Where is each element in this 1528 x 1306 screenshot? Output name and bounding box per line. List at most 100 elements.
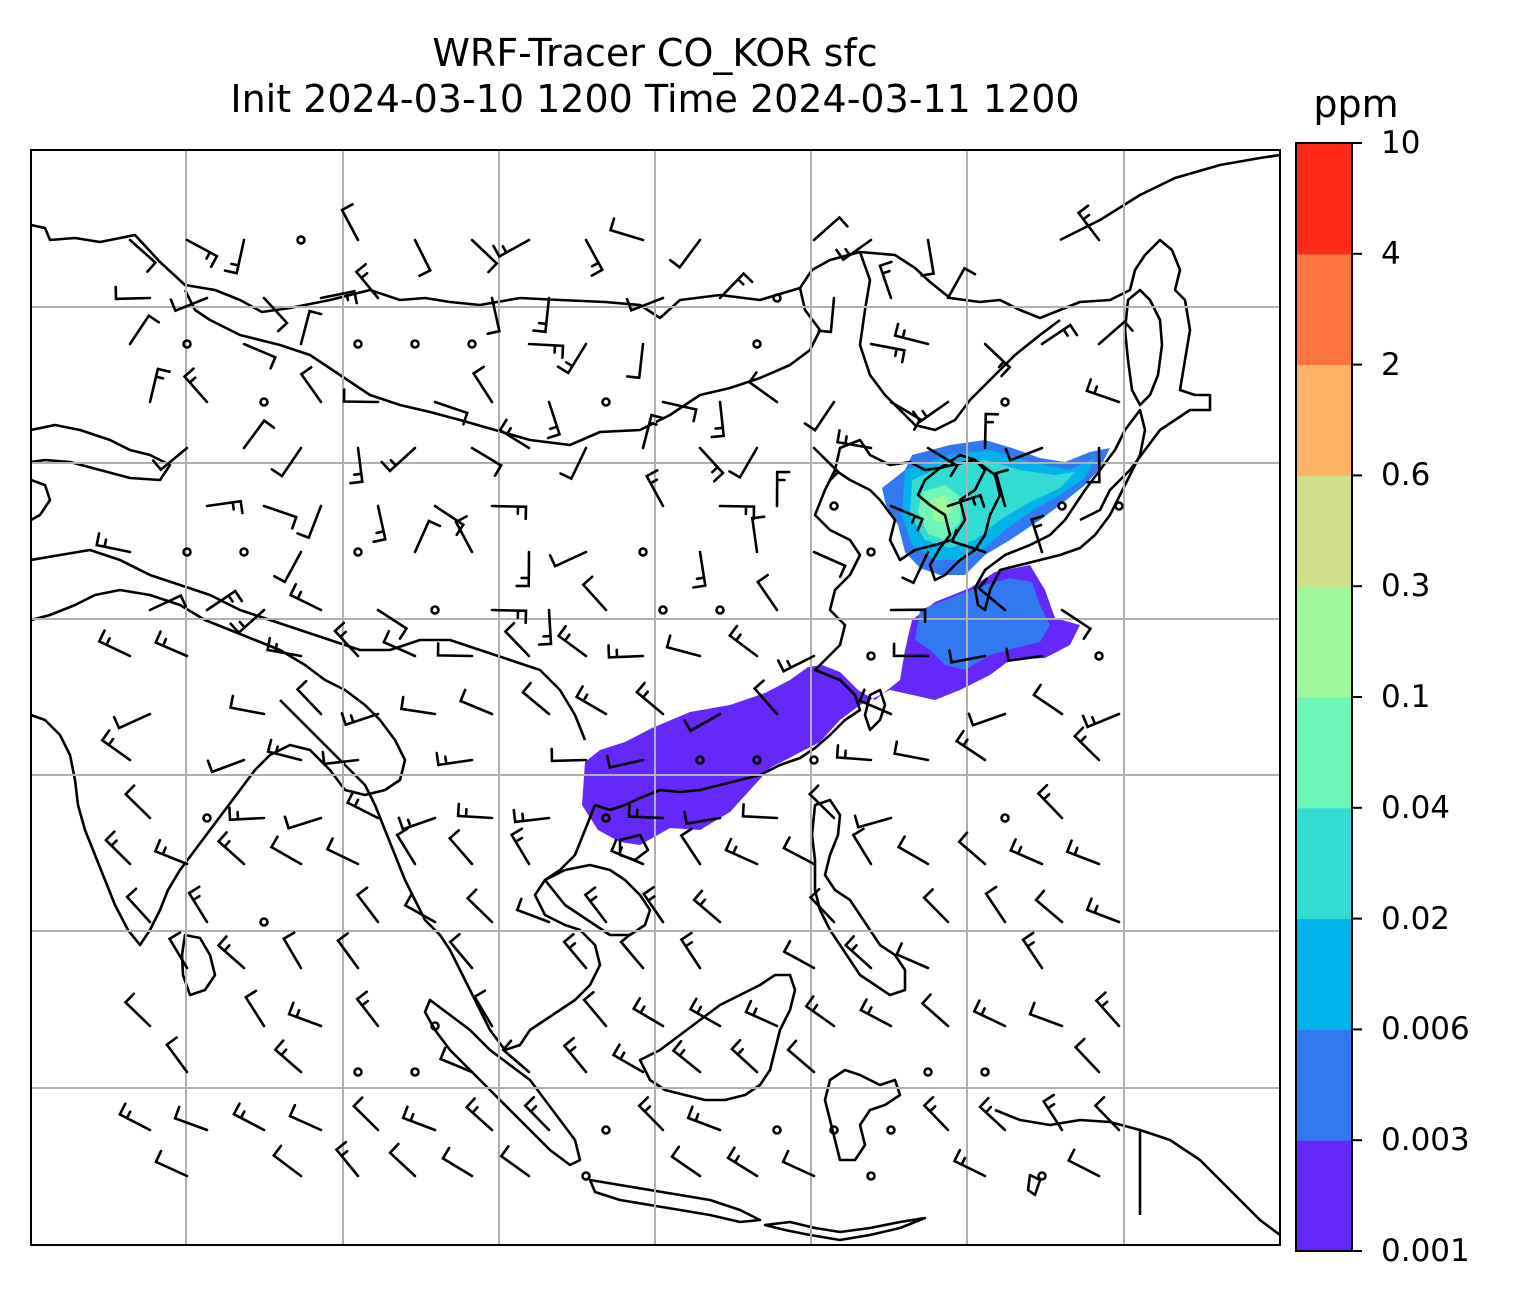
wind-barb — [901, 550, 930, 585]
wind-barb — [282, 931, 303, 970]
wind-barb — [1073, 1037, 1101, 1074]
colorbar-unit-label: ppm — [1313, 82, 1399, 126]
wind-barb — [895, 942, 930, 970]
coastline-china-manchuria — [858, 251, 1061, 432]
wind-barb — [611, 1043, 645, 1074]
wind-barb — [262, 504, 298, 530]
coastline-sulawesi — [823, 1068, 902, 1162]
wind-barb — [205, 589, 244, 612]
coastline-sumatra — [423, 998, 582, 1167]
wind-barb — [1040, 323, 1079, 346]
wind-barb — [1076, 204, 1101, 242]
wind-barb — [1072, 726, 1101, 762]
wind-barb — [492, 238, 531, 259]
calm-wind-marker — [1000, 397, 1010, 407]
wind-barb — [1066, 1148, 1101, 1178]
wind-barb — [185, 238, 219, 268]
calm-wind-marker — [353, 339, 363, 349]
wind-barb — [803, 400, 836, 433]
calm-wind-marker — [866, 547, 876, 557]
wind-barb — [464, 1097, 494, 1132]
wind-barb — [288, 1103, 323, 1132]
wind-barb — [470, 238, 499, 274]
colorbar-tick-label: 0.02 — [1381, 900, 1451, 937]
calm-wind-marker — [182, 547, 192, 557]
wind-barb — [355, 990, 380, 1028]
wind-barb — [112, 712, 152, 730]
wind-barb — [920, 238, 936, 277]
wind-barb — [435, 751, 474, 767]
wind-barb — [413, 238, 432, 278]
wind-barb — [835, 744, 873, 762]
wind-barb — [972, 999, 1007, 1028]
wind-barb — [266, 636, 303, 658]
wind-barb — [229, 608, 266, 635]
wind-barb — [104, 830, 132, 866]
wind-barb — [205, 499, 244, 515]
colorbar-frame — [1295, 142, 1353, 1252]
coastline-china-east — [594, 469, 862, 812]
wind-barb — [718, 504, 756, 520]
colorbar-tick-label: 0.003 — [1381, 1122, 1470, 1159]
tracer-plume-blue — [915, 578, 1050, 670]
wind-barb — [472, 989, 494, 1028]
wind-barb — [950, 528, 987, 554]
calm-wind-marker — [752, 339, 762, 349]
calm-wind-marker — [430, 605, 440, 615]
wind-barb — [853, 814, 893, 829]
wind-barb — [242, 342, 278, 370]
wind-barb — [148, 593, 188, 612]
calm-wind-marker — [182, 339, 192, 349]
wind-barb — [889, 504, 925, 532]
wind-barb — [299, 309, 323, 346]
calm-wind-marker — [1094, 651, 1104, 661]
coastline-borneo — [638, 973, 797, 1102]
colorbar-segment — [1296, 364, 1352, 476]
coastline-philippines — [810, 798, 907, 997]
wind-barb — [724, 837, 759, 866]
wind-barb — [679, 931, 702, 970]
colorbar-tick-label: 10 — [1381, 125, 1421, 161]
wind-barb — [920, 993, 950, 1028]
wind-barb — [345, 790, 380, 820]
calm-wind-marker — [296, 235, 306, 245]
wind-barb — [631, 997, 665, 1028]
wind-barb — [574, 685, 608, 716]
colorbar-tick-label: 0.6 — [1381, 457, 1431, 494]
calm-wind-marker — [259, 397, 269, 407]
wind-barb — [114, 285, 152, 301]
wind-barb — [153, 838, 189, 866]
chart-title: WRF-Tracer CO_KOR sfc Init 2024-03-10 12… — [30, 30, 1280, 122]
wind-barb — [503, 621, 531, 658]
calm-wind-marker — [923, 1067, 933, 1077]
wind-barb — [433, 400, 469, 426]
wind-barb — [686, 1105, 722, 1132]
wind-barb — [187, 885, 209, 924]
wind-barb — [299, 366, 323, 404]
calm-wind-marker — [695, 755, 705, 765]
coastline-gulf-thailand — [543, 863, 652, 937]
colorbar-segment — [1296, 1140, 1352, 1252]
wind-barb — [182, 367, 209, 404]
wind-barb — [216, 831, 246, 866]
colorbar — [1296, 142, 1362, 1252]
colorbar-tick-label: 0.1 — [1381, 679, 1431, 715]
colorbar-segment — [1296, 586, 1352, 698]
wind-barb — [635, 681, 665, 716]
coastline-taiwan — [863, 688, 887, 732]
wind-barb — [165, 1036, 189, 1074]
wind-barb — [775, 470, 791, 508]
wind-barb — [952, 1148, 987, 1178]
wind-barb — [812, 550, 847, 579]
colorbar-tick-label: 0.001 — [1381, 1233, 1470, 1269]
wind-barb — [730, 1038, 759, 1074]
wind-barb — [273, 1039, 303, 1074]
wind-barb — [271, 1144, 303, 1178]
wind-barb — [1021, 931, 1044, 970]
wind-barb — [148, 367, 171, 404]
wind-barb — [125, 887, 152, 924]
wind-barb — [401, 1105, 437, 1132]
wind-barb — [470, 446, 503, 478]
wind-barb — [448, 932, 474, 970]
calm-wind-marker — [1037, 1171, 1047, 1181]
